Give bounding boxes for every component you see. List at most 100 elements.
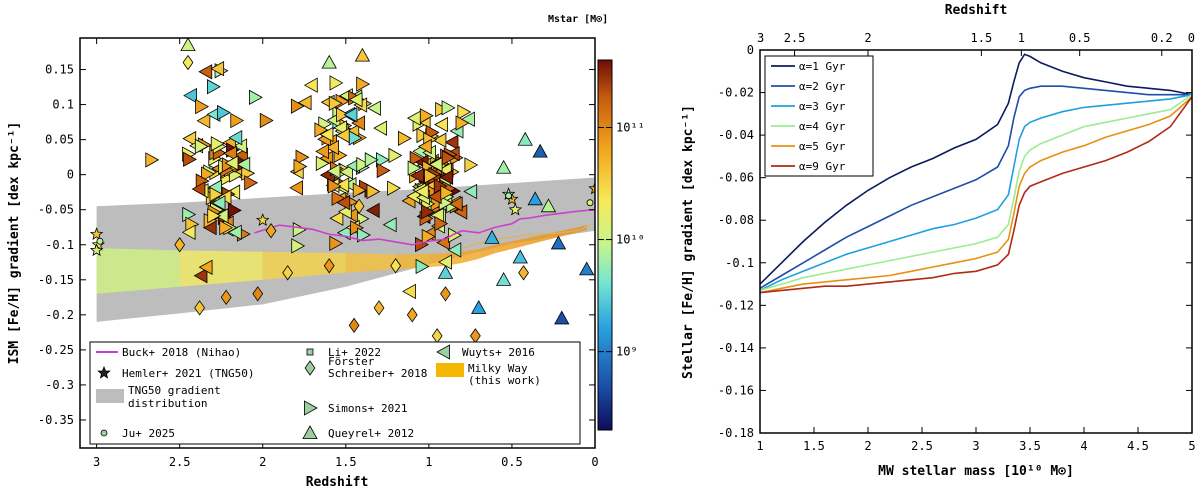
wuyts2016-marker xyxy=(439,169,454,186)
legend-label: α=9 Gyr xyxy=(799,160,846,173)
simons2021-marker xyxy=(314,122,329,138)
wuyts2016-marker xyxy=(417,138,432,155)
wuyts2016-marker xyxy=(325,139,339,156)
simons2021-marker xyxy=(145,152,160,168)
simons2021-marker xyxy=(416,127,431,144)
milky-way-band-segment xyxy=(511,237,529,249)
simons2021-marker xyxy=(259,112,274,129)
right-ytick-label: -0.14 xyxy=(718,341,754,355)
right-top-xtick-label: 0.2 xyxy=(1151,31,1173,45)
hemler2021-marker xyxy=(89,227,104,240)
right-ylabel: Stellar [Fe/H] gradient [dex kpc⁻¹] xyxy=(681,105,696,379)
right-top-xtick-label: 3 xyxy=(757,31,764,45)
left-xtick-label: 3 xyxy=(93,455,100,469)
simons2021-marker xyxy=(209,186,224,203)
legend-entry: Wuyts+ 2016 xyxy=(436,344,535,360)
colorbar-tick-label: 10⁹ xyxy=(616,345,638,359)
wuyts2016-marker xyxy=(228,130,243,146)
simons2021-marker xyxy=(183,151,197,168)
wuyts2016-marker xyxy=(303,77,318,93)
wuyts2016-marker xyxy=(402,283,416,300)
forster-schreiber2018-marker xyxy=(265,223,277,239)
left-ytick-label: -0.2 xyxy=(45,308,74,322)
legend-label: Buck+ 2018 (Nihao) xyxy=(122,346,241,359)
simons2021-marker xyxy=(350,220,365,236)
left-ytick-label: 0 xyxy=(67,168,74,182)
legend-label: Queyrel+ 2012 xyxy=(328,427,414,440)
wuyts2016-marker xyxy=(224,155,239,171)
stellar-gradient-line xyxy=(760,94,1192,292)
queyrel2012-marker xyxy=(495,271,512,286)
hemler2021-marker xyxy=(508,202,523,216)
wuyts2016-marker xyxy=(436,344,451,360)
simons2021-marker xyxy=(336,107,350,123)
right-top-xtick-label: 1.5 xyxy=(971,31,993,45)
wuyts2016-marker xyxy=(319,126,334,143)
right-ytick-label: 0 xyxy=(747,43,754,57)
simons2021-marker xyxy=(356,156,371,173)
hemler2021-marker xyxy=(588,181,595,195)
wuyts2016-marker xyxy=(343,107,358,123)
hemler2021-marker xyxy=(89,243,104,257)
simons2021-marker xyxy=(217,104,231,121)
legend-label: α=2 Gyr xyxy=(799,80,846,93)
legend-label: Hemler+ 2021 (TNG50) xyxy=(122,367,254,380)
milky-way-band-segment xyxy=(528,234,546,245)
simons2021-marker xyxy=(421,204,436,220)
wuyts2016-marker xyxy=(367,100,381,116)
legend-band-swatch xyxy=(96,389,124,403)
wuyts2016-marker xyxy=(191,181,206,197)
right-top-xtick-label: 0.5 xyxy=(1069,31,1091,45)
forster-schreiber2018-marker xyxy=(406,307,418,323)
forster-schreiber2018-marker xyxy=(390,258,402,274)
right-legend: α=1 Gyr α=2 Gyr α=3 Gyr α=4 Gyr α=5 Gyr α=9 G… xyxy=(764,55,874,177)
forster-schreiber2018-marker xyxy=(373,300,385,316)
simons2021-marker xyxy=(424,168,438,184)
legend-label: Milky Way (this work) xyxy=(468,362,541,387)
simons2021-marker xyxy=(219,219,234,236)
left-legend: Buck+ 2018 (Nihao) Hemler+ 2021 (TNG50) TN… xyxy=(89,341,581,445)
hemler2021-marker xyxy=(255,213,270,227)
wuyts2016-marker xyxy=(351,115,366,131)
right-ytick-label: -0.12 xyxy=(718,298,754,312)
ju2025-marker xyxy=(96,237,104,245)
wuyts2016-marker xyxy=(463,183,478,200)
right-xtick-label: 4.5 xyxy=(1127,439,1149,453)
wuyts2016-marker xyxy=(410,167,424,184)
simons2021-marker xyxy=(356,76,371,92)
queyrel2012-marker xyxy=(484,229,500,244)
wuyts2016-marker xyxy=(444,134,459,151)
wuyts2016-marker xyxy=(335,177,350,193)
milky-way-band-segment xyxy=(495,241,512,254)
colorbar-label: Mstar [M⊙] xyxy=(548,14,608,25)
wuyts2016-marker xyxy=(198,259,213,275)
left-ytick-label: -0.15 xyxy=(38,273,74,287)
simons2021-marker xyxy=(448,227,462,243)
legend-entry: Milky Way (this work) xyxy=(436,362,541,387)
stellar-gradient-line xyxy=(760,85,1192,289)
legend-label: α=3 Gyr xyxy=(799,100,846,113)
wuyts2016-marker xyxy=(315,143,330,160)
simons2021-marker xyxy=(207,208,222,224)
right-legend-box xyxy=(764,55,874,177)
wuyts2016-marker xyxy=(223,145,237,162)
right-top-xtick-label: 1 xyxy=(1018,31,1025,45)
simons2021-marker xyxy=(455,115,470,131)
forster-schreiber2018-marker xyxy=(182,54,194,71)
queyrel2012-marker xyxy=(550,235,567,250)
simons2021-marker xyxy=(194,138,209,155)
left-xtick-label: 1.5 xyxy=(335,455,357,469)
simons2021-marker xyxy=(440,184,455,201)
simons2021-marker xyxy=(201,166,215,182)
simons2021-marker xyxy=(195,98,210,115)
simons2021-marker xyxy=(366,183,381,200)
wuyts2016-marker xyxy=(414,183,429,200)
simons2021-marker xyxy=(295,149,310,165)
queyrel2012-marker xyxy=(437,264,454,279)
wuyts2016-marker xyxy=(198,64,213,80)
simons2021-marker xyxy=(441,150,456,166)
legend-label: Li+ 2022 xyxy=(328,346,381,359)
simons2021-marker xyxy=(441,100,456,116)
right-xtick-label: 2 xyxy=(864,439,871,453)
legend-entry: Förster Schreiber+ 2018 xyxy=(304,355,427,380)
